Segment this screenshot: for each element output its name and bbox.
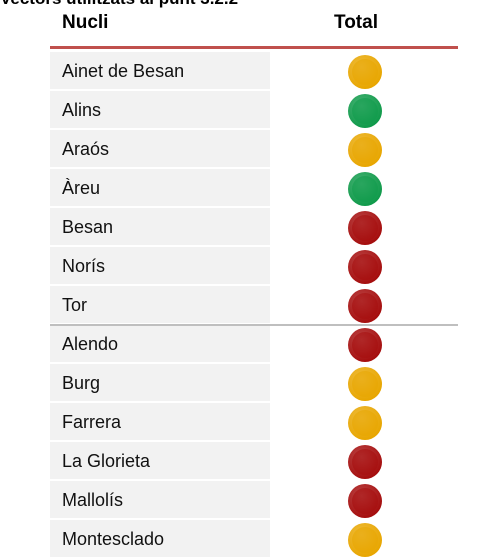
table-row: Mallolís — [50, 481, 458, 520]
status-dot-fill — [352, 371, 378, 397]
status-dot-fill — [352, 293, 378, 319]
table-row: Farrera — [50, 403, 458, 442]
status-dot-fill — [352, 98, 378, 124]
table-row: Alins — [50, 91, 458, 130]
nucli-name: Alendo — [50, 325, 270, 363]
status-dot-fill — [352, 137, 378, 163]
status-icon — [348, 445, 382, 479]
nucli-name: Araós — [50, 130, 270, 168]
status-icon — [348, 94, 382, 128]
header-nucli: Nucli — [62, 12, 109, 33]
nucli-name: Burg — [50, 364, 270, 402]
status-dot-fill — [352, 59, 378, 85]
table-row: Alendo — [50, 324, 458, 364]
nucli-name: Àreu — [50, 169, 270, 207]
table-row: Norís — [50, 247, 458, 286]
status-icon — [348, 289, 382, 323]
nucli-name: Mallolís — [50, 481, 270, 519]
table-row: Ainet de Besan — [50, 52, 458, 91]
group-separator — [50, 324, 458, 326]
nucli-name: Montesclado — [50, 520, 270, 558]
status-dot-fill — [352, 410, 378, 436]
nucli-name: Alins — [50, 91, 270, 129]
table-row: Tor — [50, 286, 458, 325]
status-icon — [348, 172, 382, 206]
nucli-name: Farrera — [50, 403, 270, 441]
table-row: Montesclado — [50, 520, 458, 559]
nucli-name: Tor — [50, 286, 270, 324]
table-row: La Glorieta — [50, 442, 458, 481]
status-icon — [348, 211, 382, 245]
status-dot-fill — [352, 254, 378, 280]
nucli-name: Norís — [50, 247, 270, 285]
status-dot-fill — [352, 176, 378, 202]
status-dot-fill — [352, 488, 378, 514]
status-icon — [348, 367, 382, 401]
nucli-name: Ainet de Besan — [50, 52, 270, 90]
header-total: Total — [334, 12, 378, 33]
header-rule — [50, 46, 458, 49]
status-icon — [348, 406, 382, 440]
status-dot-fill — [352, 332, 378, 358]
nucli-name: Besan — [50, 208, 270, 246]
status-icon — [348, 328, 382, 362]
status-icon — [348, 55, 382, 89]
table-row: Burg — [50, 364, 458, 403]
table-row: Araós — [50, 130, 458, 169]
status-icon — [348, 484, 382, 518]
status-icon — [348, 523, 382, 557]
status-dot-fill — [352, 215, 378, 241]
status-dot-fill — [352, 527, 378, 553]
table-row: Besan — [50, 208, 458, 247]
status-icon — [348, 250, 382, 284]
title: Vectors utilitzats al punt 3.2.2 — [0, 0, 238, 9]
status-dot-fill — [352, 449, 378, 475]
table-row: Àreu — [50, 169, 458, 208]
status-icon — [348, 133, 382, 167]
nucli-name: La Glorieta — [50, 442, 270, 480]
